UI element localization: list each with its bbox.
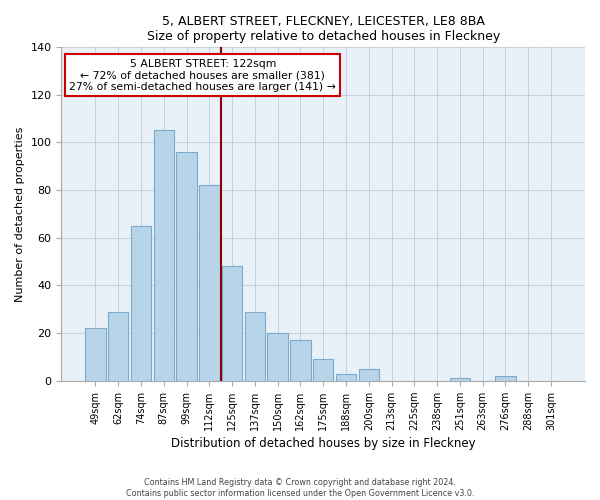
Bar — [154, 130, 174, 381]
Title: 5, ALBERT STREET, FLECKNEY, LEICESTER, LE8 8BA
Size of property relative to deta: 5, ALBERT STREET, FLECKNEY, LEICESTER, L… — [146, 15, 500, 43]
Bar — [85, 328, 106, 381]
Y-axis label: Number of detached properties: Number of detached properties — [15, 126, 25, 302]
Bar — [222, 266, 242, 381]
Bar — [245, 312, 265, 381]
Text: 5 ALBERT STREET: 122sqm  
← 72% of detached houses are smaller (381)
27% of semi: 5 ALBERT STREET: 122sqm ← 72% of detache… — [70, 58, 336, 92]
Bar — [290, 340, 311, 381]
Bar — [313, 360, 334, 381]
Bar — [108, 312, 128, 381]
Bar — [495, 376, 515, 381]
Bar — [199, 186, 220, 381]
Text: Contains HM Land Registry data © Crown copyright and database right 2024.
Contai: Contains HM Land Registry data © Crown c… — [126, 478, 474, 498]
Bar — [336, 374, 356, 381]
Bar — [268, 333, 288, 381]
Bar — [449, 378, 470, 381]
Bar — [131, 226, 151, 381]
X-axis label: Distribution of detached houses by size in Fleckney: Distribution of detached houses by size … — [171, 437, 476, 450]
Bar — [359, 369, 379, 381]
Bar — [176, 152, 197, 381]
